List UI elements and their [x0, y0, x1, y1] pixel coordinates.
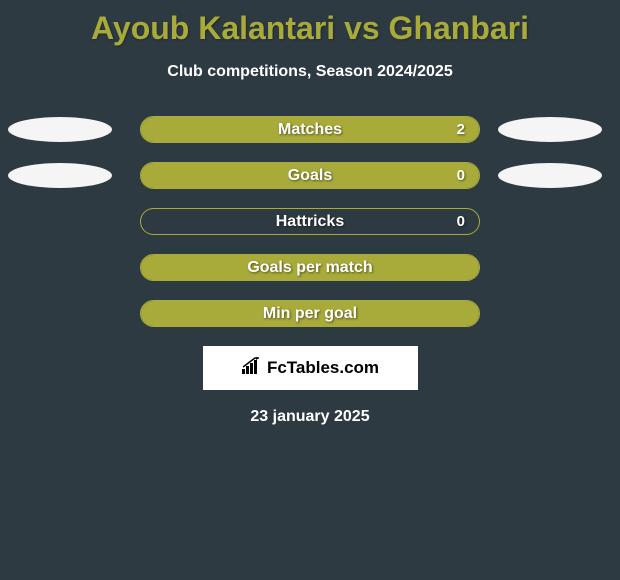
- brand-box: FcTables.com: [203, 346, 418, 390]
- left-ellipse: [8, 163, 112, 188]
- bar-row: Min per goal: [0, 300, 620, 327]
- page-title: Ayoub Kalantari vs Ghanbari: [0, 0, 620, 47]
- bar-row: Matches2: [0, 116, 620, 143]
- right-ellipse: [498, 163, 602, 188]
- bar-value: 0: [140, 162, 465, 189]
- brand-label: FcTables.com: [267, 358, 379, 378]
- brand-chart-icon: [241, 357, 263, 380]
- bar-value: 2: [140, 116, 465, 143]
- bar-label: Goals per match: [140, 254, 480, 281]
- right-ellipse: [498, 117, 602, 142]
- comparison-chart: Matches2 Goals0 Hattricks0 Goals per match M…: [0, 116, 620, 327]
- bar-row: Goals0: [0, 162, 620, 189]
- bar-row: Hattricks0: [0, 208, 620, 235]
- bar-row: Goals per match: [0, 254, 620, 281]
- bar-label: Min per goal: [140, 300, 480, 327]
- date-label: 23 january 2025: [0, 408, 620, 426]
- subtitle: Club competitions, Season 2024/2025: [0, 63, 620, 81]
- bar-value: 0: [140, 208, 465, 235]
- left-ellipse: [8, 117, 112, 142]
